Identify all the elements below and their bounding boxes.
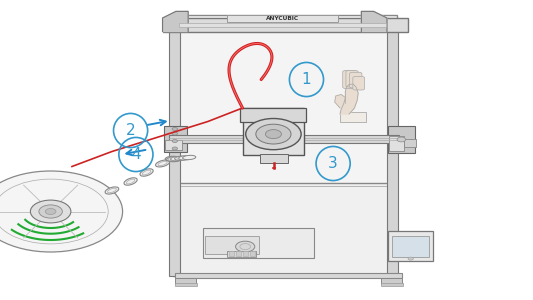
FancyBboxPatch shape: [175, 283, 197, 286]
Polygon shape: [340, 84, 358, 114]
Ellipse shape: [175, 156, 188, 160]
FancyBboxPatch shape: [389, 136, 404, 151]
FancyBboxPatch shape: [227, 15, 338, 22]
Ellipse shape: [105, 187, 119, 194]
Ellipse shape: [171, 157, 184, 161]
FancyBboxPatch shape: [388, 126, 415, 153]
Circle shape: [172, 128, 177, 130]
Ellipse shape: [140, 169, 153, 176]
Ellipse shape: [183, 155, 196, 160]
Circle shape: [30, 200, 71, 223]
FancyBboxPatch shape: [243, 251, 248, 256]
Text: ANYCUBIC: ANYCUBIC: [266, 16, 299, 20]
FancyBboxPatch shape: [163, 18, 408, 32]
FancyBboxPatch shape: [236, 251, 241, 256]
Ellipse shape: [167, 157, 180, 161]
Polygon shape: [361, 11, 387, 32]
Circle shape: [256, 124, 291, 144]
Circle shape: [172, 140, 177, 142]
FancyBboxPatch shape: [243, 108, 304, 154]
FancyBboxPatch shape: [164, 126, 187, 152]
Circle shape: [45, 208, 56, 214]
FancyBboxPatch shape: [381, 278, 402, 284]
Circle shape: [172, 132, 177, 135]
Polygon shape: [335, 94, 345, 108]
Circle shape: [397, 137, 406, 142]
FancyBboxPatch shape: [240, 108, 306, 122]
Text: 1: 1: [302, 72, 311, 87]
FancyBboxPatch shape: [227, 250, 256, 256]
FancyBboxPatch shape: [392, 236, 429, 256]
FancyBboxPatch shape: [169, 135, 399, 142]
FancyBboxPatch shape: [203, 228, 314, 258]
FancyBboxPatch shape: [387, 18, 398, 276]
FancyBboxPatch shape: [353, 76, 365, 90]
Text: 3: 3: [328, 156, 338, 171]
FancyBboxPatch shape: [173, 15, 397, 186]
FancyBboxPatch shape: [250, 251, 255, 256]
Text: 2: 2: [126, 123, 135, 138]
FancyBboxPatch shape: [346, 70, 358, 87]
FancyBboxPatch shape: [381, 283, 403, 286]
Circle shape: [246, 118, 301, 150]
FancyBboxPatch shape: [388, 231, 433, 261]
Polygon shape: [163, 11, 188, 32]
Circle shape: [0, 171, 123, 252]
FancyBboxPatch shape: [350, 72, 362, 88]
Ellipse shape: [165, 156, 181, 162]
FancyBboxPatch shape: [404, 139, 416, 147]
FancyBboxPatch shape: [179, 22, 386, 27]
Ellipse shape: [179, 156, 192, 160]
FancyBboxPatch shape: [343, 70, 356, 88]
Ellipse shape: [124, 178, 137, 185]
Circle shape: [408, 257, 414, 260]
Circle shape: [172, 147, 177, 150]
FancyBboxPatch shape: [165, 140, 182, 150]
FancyBboxPatch shape: [340, 112, 366, 122]
Ellipse shape: [156, 160, 169, 167]
FancyBboxPatch shape: [173, 183, 397, 276]
FancyBboxPatch shape: [229, 251, 234, 256]
FancyBboxPatch shape: [175, 273, 402, 278]
FancyBboxPatch shape: [175, 278, 196, 284]
Circle shape: [39, 205, 62, 218]
FancyBboxPatch shape: [169, 18, 180, 276]
FancyBboxPatch shape: [205, 236, 259, 253]
Circle shape: [236, 241, 255, 252]
Circle shape: [265, 130, 281, 139]
FancyBboxPatch shape: [260, 154, 288, 163]
Text: 4: 4: [131, 147, 141, 162]
